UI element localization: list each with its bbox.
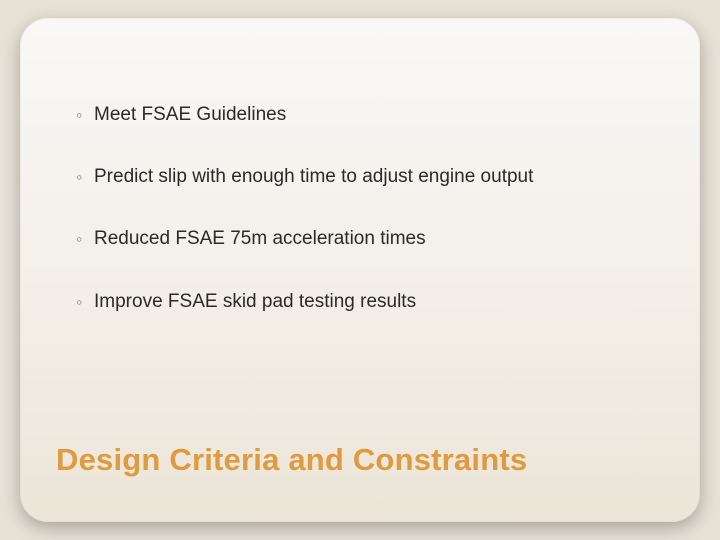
list-item: ◦ Meet FSAE Guidelines (76, 102, 644, 128)
bullet-text: Meet FSAE Guidelines (94, 102, 644, 128)
list-item: ◦ Reduced FSAE 75m acceleration times (76, 226, 644, 252)
slide-card: ◦ Meet FSAE Guidelines ◦ Predict slip wi… (20, 18, 700, 522)
bullet-text: Reduced FSAE 75m acceleration times (94, 226, 644, 252)
bullet-marker-icon: ◦ (76, 102, 94, 128)
bullet-marker-icon: ◦ (76, 289, 94, 315)
list-item: ◦ Predict slip with enough time to adjus… (76, 164, 644, 190)
bullet-text: Improve FSAE skid pad testing results (94, 289, 644, 315)
bullet-text: Predict slip with enough time to adjust … (94, 164, 644, 190)
list-item: ◦ Improve FSAE skid pad testing results (76, 289, 644, 315)
slide-title: Design Criteria and Constraints (56, 442, 527, 478)
bullet-list: ◦ Meet FSAE Guidelines ◦ Predict slip wi… (76, 102, 644, 351)
bullet-marker-icon: ◦ (76, 164, 94, 190)
bullet-marker-icon: ◦ (76, 226, 94, 252)
